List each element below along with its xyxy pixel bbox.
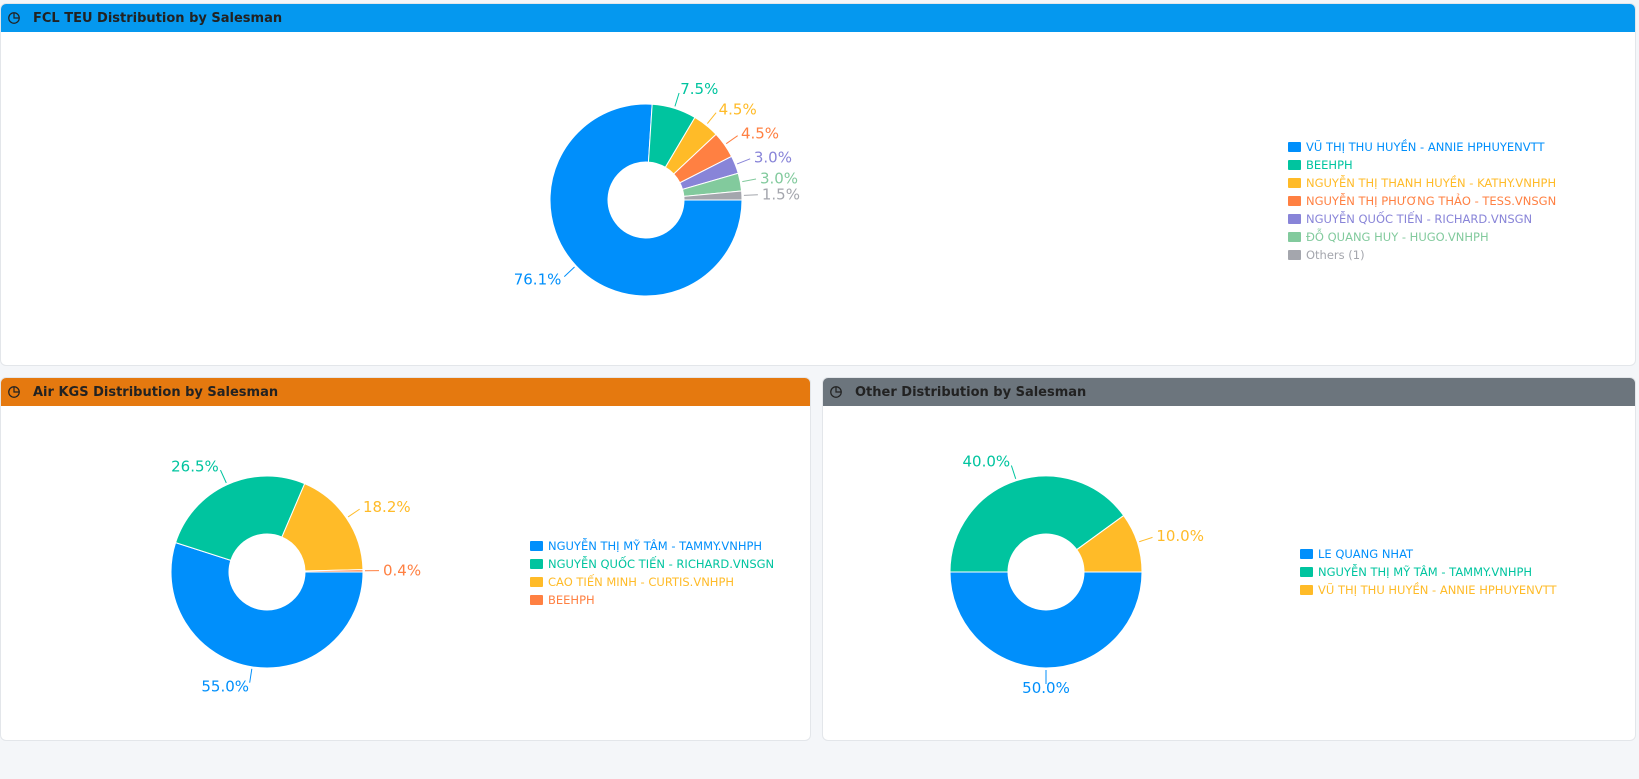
- fcl-panel-title: FCL TEU Distribution by Salesman: [33, 10, 283, 26]
- legend-item[interactable]: CAO TIẾN MINH - CURTIS.VNHPH: [530, 573, 774, 591]
- legend-label: NGUYỄN QUỐC TIẾN - RICHARD.VNSGN: [548, 557, 775, 571]
- legend-item[interactable]: BEEHPH: [530, 591, 774, 609]
- label-line: [1010, 465, 1017, 479]
- other-donut-chart: 50.0% 40.0% 10.0%: [949, 453, 1204, 697]
- legend-label: LE QUANG NHAT: [1318, 547, 1414, 561]
- legend-swatch: [1300, 567, 1313, 577]
- legend-label: ĐỖ QUANG HUY - HUGO.VNHPH: [1306, 230, 1489, 244]
- legend-label: VŨ THỊ THU HUYỀN - ANNIE HPHUYENVTT: [1306, 140, 1545, 154]
- legend-swatch: [1288, 232, 1301, 242]
- legend-item[interactable]: NGUYỄN THỊ MỸ TÂM - TAMMY.VNHPH: [1300, 563, 1556, 581]
- data-label: 4.5%: [741, 124, 779, 142]
- slice-nguy-n-th-m-t-m-tammy-vnhph[interactable]: [949, 475, 1125, 573]
- other-panel-title: Other Distribution by Salesman: [855, 384, 1087, 400]
- data-label: 76.1%: [514, 270, 562, 288]
- other-legend: LE QUANG NHAT NGUYỄN THỊ MỸ TÂM - TAMMY.V…: [1300, 545, 1556, 599]
- data-label: 0.4%: [383, 562, 421, 580]
- legend-label: NGUYỄN THỊ MỸ TÂM - TAMMY.VNHPH: [548, 539, 763, 553]
- legend-swatch: [530, 559, 543, 569]
- label-line: [736, 158, 751, 165]
- legend-item[interactable]: NGUYỄN QUỐC TIẾN - RICHARD.VNSGN: [530, 555, 774, 573]
- air-panel-header: Air KGS Distribution by Salesman: [1, 378, 810, 406]
- slice-beehph[interactable]: [304, 569, 364, 573]
- pie-chart-icon: [8, 12, 20, 24]
- legend-swatch: [530, 577, 543, 587]
- data-label: 3.0%: [754, 148, 792, 166]
- label-line: [347, 508, 360, 518]
- label-line: [1139, 536, 1153, 543]
- other-panel: Other Distribution by Salesman 50.0% 40.0…: [822, 377, 1636, 741]
- legend-swatch: [1300, 585, 1313, 595]
- slice-nguy-n-th-m-t-m-tammy-vnhph[interactable]: [170, 542, 364, 669]
- fcl-legend: VŨ THỊ THU HUYỀN - ANNIE HPHUYENVTT BEEHP…: [1288, 138, 1556, 264]
- slice-le-quang-nhat[interactable]: [949, 571, 1143, 669]
- legend-swatch: [1288, 250, 1301, 260]
- legend-label: NGUYỄN THỊ PHƯƠNG THẢO - TESS.VNSGN: [1306, 194, 1557, 208]
- legend-item[interactable]: NGUYỄN THỊ MỸ TÂM - TAMMY.VNHPH: [530, 537, 774, 555]
- data-label: 18.2%: [363, 498, 411, 516]
- label-line: [220, 469, 227, 484]
- legend-item[interactable]: VŨ THỊ THU HUYỀN - ANNIE HPHUYENVTT: [1288, 138, 1556, 156]
- slice-nguy-n-qu-c-ti-n-richard-vnsgn[interactable]: [174, 475, 306, 562]
- data-label: 10.0%: [1156, 527, 1204, 545]
- fcl-panel-header: FCL TEU Distribution by Salesman: [1, 4, 1635, 32]
- label-line: [742, 178, 757, 183]
- legend-label: NGUYỄN THỊ MỸ TÂM - TAMMY.VNHPH: [1318, 565, 1533, 579]
- legend-item[interactable]: NGUYỄN QUỐC TIẾN - RICHARD.VNSGN: [1288, 210, 1556, 228]
- legend-label: NGUYỄN THỊ THANH HUYỀN - KATHY.VNHPH: [1306, 176, 1557, 190]
- legend-swatch: [1300, 549, 1313, 559]
- legend-label: VŨ THỊ THU HUYỀN - ANNIE HPHUYENVTT: [1318, 583, 1557, 597]
- legend-item[interactable]: ĐỖ QUANG HUY - HUGO.VNHPH: [1288, 228, 1556, 246]
- legend-swatch: [1288, 142, 1301, 152]
- legend-item[interactable]: NGUYỄN THỊ THANH HUYỀN - KATHY.VNHPH: [1288, 174, 1556, 192]
- fcl-panel: FCL TEU Distribution by Salesman 76.1% 7.…: [0, 3, 1636, 366]
- legend-label: BEEHPH: [548, 593, 595, 607]
- legend-label: NGUYỄN QUỐC TIẾN - RICHARD.VNSGN: [1306, 212, 1533, 226]
- air-panel: Air KGS Distribution by Salesman 55.0% 26…: [0, 377, 811, 741]
- label-line: [674, 92, 680, 107]
- data-label: 3.0%: [760, 169, 798, 187]
- data-label: 50.0%: [1022, 679, 1070, 697]
- pie-chart-icon: [830, 386, 842, 398]
- air-panel-title: Air KGS Distribution by Salesman: [33, 384, 279, 400]
- legend-item[interactable]: VŨ THỊ THU HUYỀN - ANNIE HPHUYENVTT: [1300, 581, 1556, 599]
- legend-swatch: [530, 595, 543, 605]
- data-label: 26.5%: [171, 457, 219, 475]
- slice-v-th-thu-huy-n-annie-hphuyenvtt[interactable]: [1076, 514, 1143, 573]
- data-label: 7.5%: [680, 80, 718, 98]
- other-panel-header: Other Distribution by Salesman: [823, 378, 1635, 406]
- slice-v-th-thu-huy-n-annie-hphuyenvtt[interactable]: [549, 103, 743, 297]
- legend-item[interactable]: Others (1): [1288, 246, 1556, 264]
- pie-chart-icon: [8, 386, 20, 398]
- legend-label: CAO TIẾN MINH - CURTIS.VNHPH: [548, 575, 735, 589]
- legend-item[interactable]: BEEHPH: [1288, 156, 1556, 174]
- label-line: [563, 266, 575, 277]
- data-label: 55.0%: [201, 678, 249, 696]
- air-legend: NGUYỄN THỊ MỸ TÂM - TAMMY.VNHPH NGUYỄN QU…: [530, 537, 774, 609]
- label-line: [249, 668, 253, 683]
- data-label: 40.0%: [962, 453, 1010, 471]
- legend-swatch: [1288, 214, 1301, 224]
- data-label: 4.5%: [719, 101, 757, 119]
- air-donut-chart: 55.0% 26.5% 18.2% 0.4%: [170, 457, 421, 696]
- legend-swatch: [1288, 178, 1301, 188]
- data-label: 1.5%: [762, 186, 800, 204]
- label-line: [706, 112, 717, 124]
- legend-swatch: [1288, 196, 1301, 206]
- legend-swatch: [530, 541, 543, 551]
- legend-label: BEEHPH: [1306, 158, 1353, 172]
- legend-swatch: [1288, 160, 1301, 170]
- fcl-donut-chart: 76.1%7.5%4.5%4.5%3.0%3.0%1.5%: [514, 80, 800, 297]
- legend-label: Others (1): [1306, 248, 1365, 262]
- label-line: [725, 135, 738, 145]
- label-line: [743, 194, 758, 196]
- legend-item[interactable]: LE QUANG NHAT: [1300, 545, 1556, 563]
- slice-others-1[interactable]: [683, 190, 743, 201]
- slice-cao-ti-n-minh-curtis-vnhph[interactable]: [281, 483, 364, 572]
- legend-item[interactable]: NGUYỄN THỊ PHƯƠNG THẢO - TESS.VNSGN: [1288, 192, 1556, 210]
